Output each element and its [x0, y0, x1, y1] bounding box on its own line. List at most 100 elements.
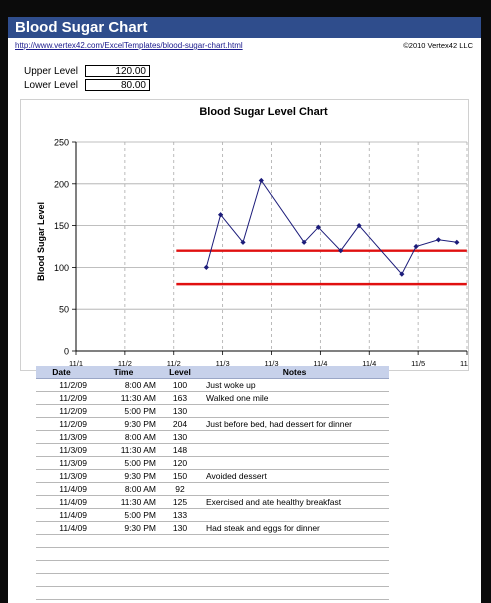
notes-cell[interactable]	[200, 586, 389, 600]
level-cell[interactable]: 120	[160, 456, 200, 470]
date-cell[interactable]: 11/3/09	[36, 443, 91, 457]
table-row[interactable]	[36, 547, 389, 561]
date-cell[interactable]: 11/3/09	[36, 456, 91, 470]
table-row[interactable]	[36, 586, 389, 600]
level-cell[interactable]: 150	[160, 469, 200, 483]
notes-cell[interactable]: Just before bed, had dessert for dinner	[200, 417, 389, 431]
data-point	[217, 212, 224, 218]
level-cell[interactable]: 204	[160, 417, 200, 431]
table-row[interactable]	[36, 573, 389, 587]
level-column-header: Level	[160, 366, 200, 379]
table-row[interactable]: 11/3/09 8:00 AM 130	[36, 430, 389, 444]
date-column-header: Date	[36, 366, 91, 379]
notes-cell[interactable]: Avoided dessert	[200, 469, 389, 483]
notes-cell[interactable]	[200, 534, 389, 548]
level-cell[interactable]: 148	[160, 443, 200, 457]
table-row[interactable]: 11/2/09 5:00 PM 130	[36, 404, 389, 418]
time-cell[interactable]: 8:00 AM	[91, 430, 160, 444]
level-cell[interactable]	[160, 586, 200, 600]
time-cell[interactable]: 8:00 AM	[91, 378, 160, 392]
x-tick-label: 11/5	[460, 359, 468, 368]
table-row[interactable]: 11/2/09 8:00 AM 100 Just woke up	[36, 378, 389, 392]
notes-cell[interactable]	[200, 573, 389, 587]
table-row[interactable]: 11/4/09 5:00 PM 133	[36, 508, 389, 522]
level-cell[interactable]: 92	[160, 482, 200, 496]
date-cell[interactable]: 11/4/09	[36, 521, 91, 535]
date-cell[interactable]	[36, 586, 91, 600]
notes-cell[interactable]: Just woke up	[200, 378, 389, 392]
date-cell[interactable]	[36, 534, 91, 548]
upper-level-cell[interactable]: 120.00	[85, 65, 150, 77]
table-row[interactable]	[36, 560, 389, 574]
y-tick-label: 200	[54, 179, 69, 189]
date-cell[interactable]: 11/3/09	[36, 430, 91, 444]
data-point	[301, 239, 307, 245]
table-row[interactable]: 11/3/09 5:00 PM 120	[36, 456, 389, 470]
time-cell[interactable]: 8:00 AM	[91, 482, 160, 496]
date-cell[interactable]: 11/2/09	[36, 378, 91, 392]
time-cell[interactable]: 5:00 PM	[91, 508, 160, 522]
notes-cell[interactable]	[200, 456, 389, 470]
notes-cell[interactable]	[200, 482, 389, 496]
date-cell[interactable]: 11/3/09	[36, 469, 91, 483]
level-cell[interactable]	[160, 534, 200, 548]
notes-cell[interactable]	[200, 430, 389, 444]
table-row[interactable]: 11/4/09 9:30 PM 130 Had steak and eggs for …	[36, 521, 389, 535]
date-cell[interactable]: 11/4/09	[36, 495, 91, 509]
notes-cell[interactable]	[200, 404, 389, 418]
level-cell[interactable]: 133	[160, 508, 200, 522]
date-cell[interactable]	[36, 560, 91, 574]
table-header-row: Date Time Level Notes	[36, 366, 389, 379]
x-tick-label: 11/1	[69, 359, 83, 368]
level-cell[interactable]	[160, 573, 200, 587]
notes-cell[interactable]: Had steak and eggs for dinner	[200, 521, 389, 535]
date-cell[interactable]: 11/2/09	[36, 391, 91, 405]
time-cell[interactable]	[91, 534, 160, 548]
notes-cell[interactable]: Walked one mile	[200, 391, 389, 405]
data-point	[203, 264, 209, 270]
level-cell[interactable]: 100	[160, 378, 200, 392]
table-row[interactable]: 11/2/09 11:30 AM 163 Walked one mile	[36, 391, 389, 405]
level-cell[interactable]: 130	[160, 430, 200, 444]
notes-cell[interactable]	[200, 443, 389, 457]
level-cell[interactable]: 130	[160, 521, 200, 535]
level-cell[interactable]: 125	[160, 495, 200, 509]
data-point	[454, 239, 460, 245]
lower-level-cell[interactable]: 80.00	[85, 79, 150, 91]
chart-title: Blood Sugar Level Chart	[199, 106, 328, 118]
time-cell[interactable]	[91, 560, 160, 574]
time-cell[interactable]: 11:30 AM	[91, 495, 160, 509]
chart-area[interactable]: 0 50 100 150 200 250 11/1 11/2 11/2 11/3 11/3 11/4 1…	[20, 99, 469, 371]
time-cell[interactable]: 5:00 PM	[91, 404, 160, 418]
time-cell[interactable]: 11:30 AM	[91, 443, 160, 457]
table-row[interactable]: 11/4/09 8:00 AM 92	[36, 482, 389, 496]
notes-cell[interactable]	[200, 560, 389, 574]
table-row[interactable]: 11/3/09 11:30 AM 148	[36, 443, 389, 457]
date-cell[interactable]: 11/4/09	[36, 508, 91, 522]
notes-cell[interactable]	[200, 547, 389, 561]
time-cell[interactable]: 5:00 PM	[91, 456, 160, 470]
table-row[interactable]: 11/3/09 9:30 PM 150 Avoided dessert	[36, 469, 389, 483]
time-cell[interactable]	[91, 573, 160, 587]
time-cell[interactable]: 11:30 AM	[91, 391, 160, 405]
level-cell[interactable]: 130	[160, 404, 200, 418]
table-row[interactable]: 11/2/09 9:30 PM 204 Just before bed, had de…	[36, 417, 389, 431]
date-cell[interactable]	[36, 573, 91, 587]
time-cell[interactable]: 9:30 PM	[91, 417, 160, 431]
time-cell[interactable]: 9:30 PM	[91, 469, 160, 483]
time-cell[interactable]	[91, 547, 160, 561]
date-cell[interactable]: 11/2/09	[36, 404, 91, 418]
time-cell[interactable]: 9:30 PM	[91, 521, 160, 535]
date-cell[interactable]: 11/4/09	[36, 482, 91, 496]
level-cell[interactable]	[160, 560, 200, 574]
time-cell[interactable]	[91, 586, 160, 600]
notes-cell[interactable]	[200, 508, 389, 522]
date-cell[interactable]	[36, 547, 91, 561]
level-cell[interactable]	[160, 547, 200, 561]
level-cell[interactable]: 163	[160, 391, 200, 405]
table-row[interactable]	[36, 534, 389, 548]
notes-cell[interactable]: Exercised and ate healthy breakfast	[200, 495, 389, 509]
date-cell[interactable]: 11/2/09	[36, 417, 91, 431]
table-row[interactable]: 11/4/09 11:30 AM 125 Exercised and ate heal…	[36, 495, 389, 509]
template-url-link[interactable]: http://www.vertex42.com/ExcelTemplates/b…	[15, 41, 243, 50]
